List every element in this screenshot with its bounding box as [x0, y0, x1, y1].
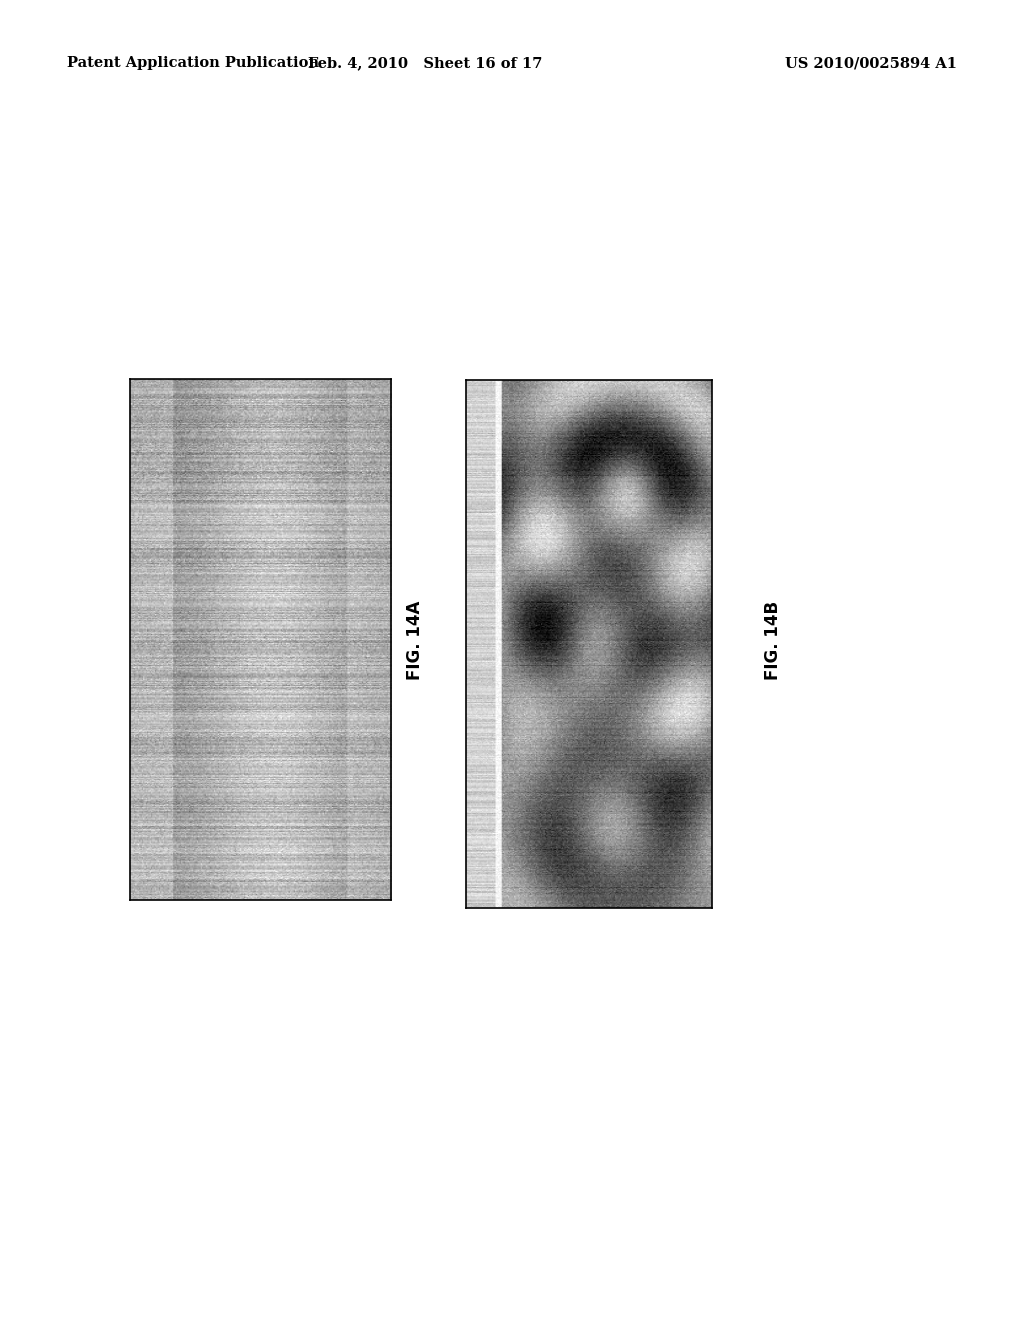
- Text: FIG. 14B: FIG. 14B: [764, 601, 782, 680]
- Text: Patent Application Publication: Patent Application Publication: [67, 57, 318, 70]
- Text: Feb. 4, 2010   Sheet 16 of 17: Feb. 4, 2010 Sheet 16 of 17: [308, 57, 542, 70]
- Text: US 2010/0025894 A1: US 2010/0025894 A1: [785, 57, 957, 70]
- Text: FIG. 14A: FIG. 14A: [406, 601, 424, 680]
